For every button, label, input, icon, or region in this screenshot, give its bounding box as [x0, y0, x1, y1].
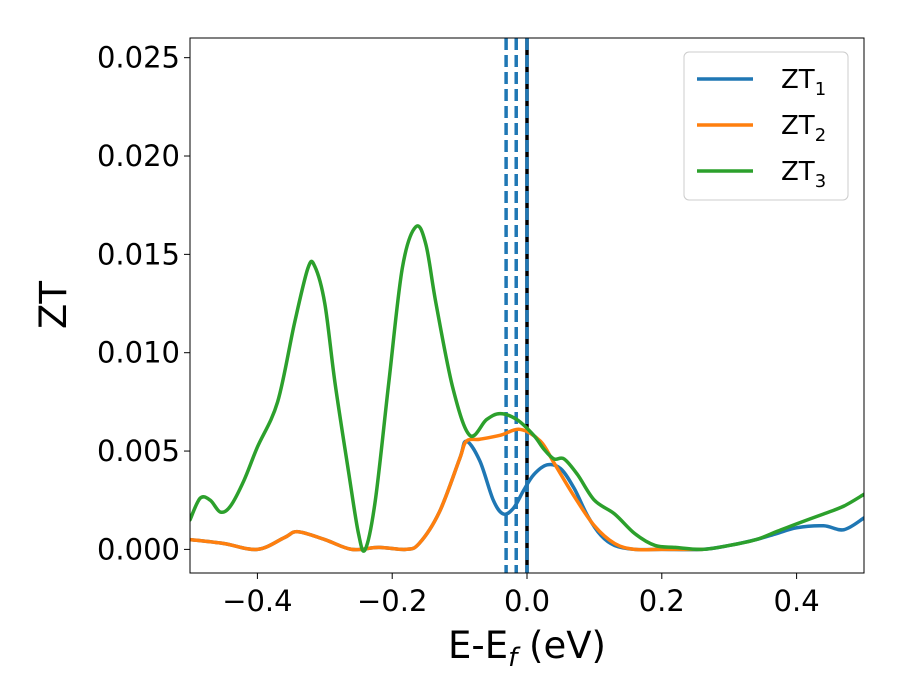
- legend-label: ZT3: [781, 157, 826, 192]
- x-tick-label: 0.0: [504, 584, 550, 618]
- y-tick-label: 0.020: [97, 139, 180, 173]
- y-tick-label: 0.025: [97, 41, 180, 75]
- y-axis-label: ZT: [32, 281, 75, 329]
- series-line-zt2: [190, 427, 704, 552]
- y-tick-label: 0.000: [97, 532, 180, 566]
- y-tick-label: 0.015: [97, 237, 180, 271]
- y-tick-label: 0.005: [97, 434, 180, 468]
- legend-label: ZT2: [781, 111, 826, 146]
- x-tick-label: −0.2: [357, 584, 427, 618]
- legend: ZT1 ZT2 ZT3: [683, 51, 849, 201]
- series-lines: [190, 224, 864, 553]
- x-axis-label-unit: (eV): [517, 624, 606, 667]
- legend-label: ZT1: [781, 65, 826, 100]
- x-axis: −0.4 −0.2 0.0 0.2 0.4: [222, 573, 820, 618]
- y-tick-label: 0.010: [97, 336, 180, 370]
- y-axis: 0.000 0.005 0.010 0.015 0.020 0.025: [97, 41, 190, 566]
- x-tick-label: −0.4: [222, 584, 292, 618]
- x-axis-label: E-Ef (eV): [448, 624, 606, 673]
- x-tick-label: 0.2: [639, 584, 685, 618]
- series-line-zt3: [190, 224, 864, 553]
- x-tick-label: 0.4: [774, 584, 820, 618]
- legend-frame: [683, 51, 849, 201]
